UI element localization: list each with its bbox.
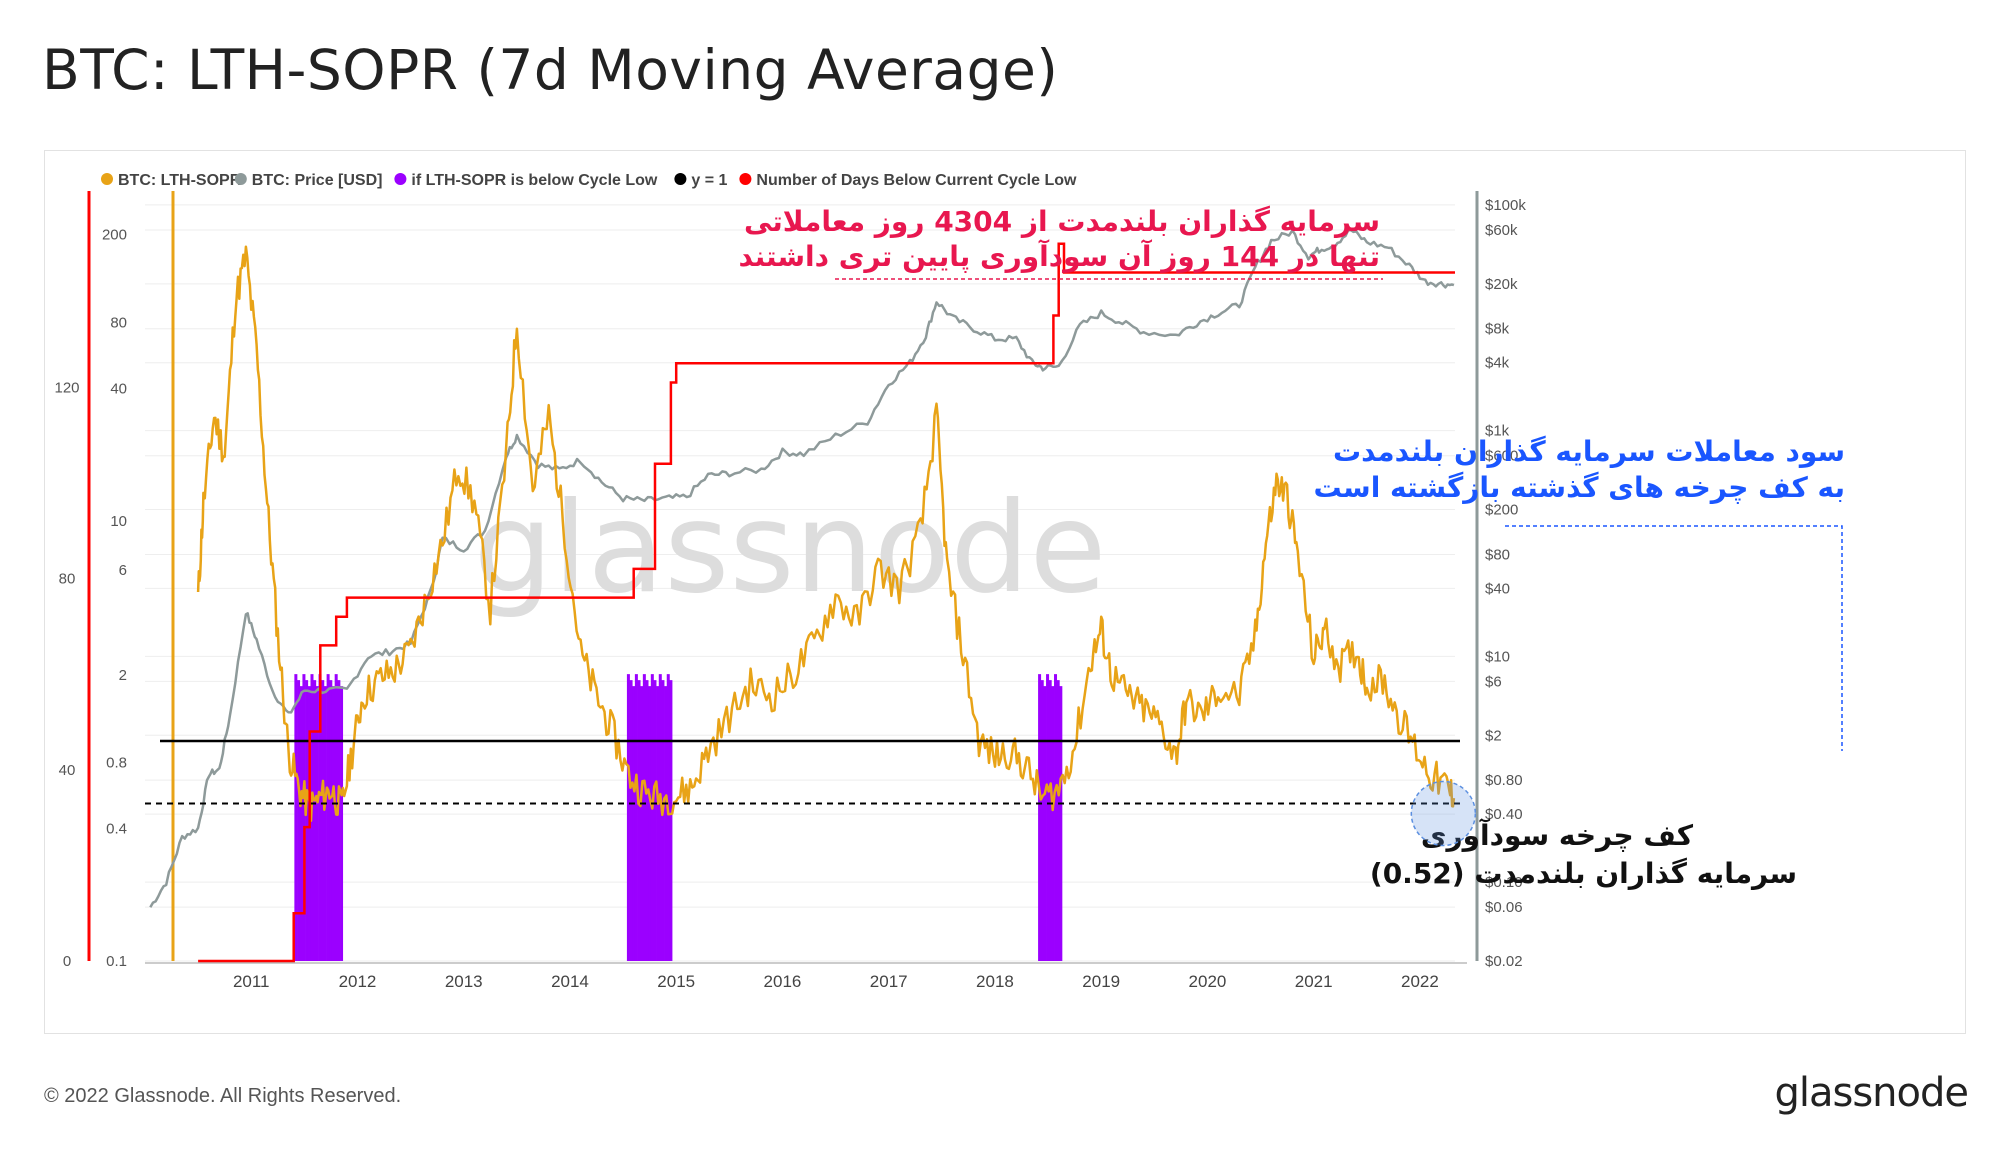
sopr-tick-80: 80: [110, 314, 127, 331]
x-tick-2014: 2014: [551, 972, 589, 991]
sopr-tick-10: 10: [110, 513, 127, 530]
sopr-tick-0.1: 0.1: [106, 953, 127, 970]
annotation-top-line1: سرمایه گذاران بلندمدت از 4304 روز معاملا…: [744, 205, 1380, 238]
x-tick-2015: 2015: [657, 972, 695, 991]
sopr-tick-2: 2: [119, 667, 127, 684]
price-tick-$4k: $4k: [1485, 355, 1510, 372]
reference-lines: [145, 739, 1460, 805]
price-tick-$600: $600: [1485, 448, 1518, 465]
price-tick-$0.10: $0.10: [1485, 874, 1523, 891]
price-tick-$20k: $20k: [1485, 276, 1518, 293]
legend-label-2: if LTH-SOPR is below Cycle Low: [411, 172, 658, 189]
legend-label-1: BTC: Price [USD]: [252, 172, 383, 189]
sopr-line: [196, 245, 1456, 822]
annotation-right-line1: سود معاملات سرمایه گذاران بلندمدت: [1333, 435, 1845, 468]
legend-label-3: y = 1: [691, 172, 727, 189]
highlight-circle: [1410, 780, 1477, 847]
x-tick-2011: 2011: [233, 972, 270, 991]
legend-marker-2: [394, 173, 407, 185]
price-tick-$2: $2: [1485, 727, 1502, 744]
sopr-tick-0.4: 0.4: [106, 821, 127, 838]
sopr-tick-200: 200: [102, 227, 127, 244]
price-tick-$0.40: $0.40: [1485, 806, 1523, 823]
legend-marker-4: [739, 173, 752, 185]
chart-frame: BTC: LTH-SOPR BTC: Price [USD] if LTH-SOPR…: [44, 150, 1966, 1034]
chart-svg[interactable]: BTC: LTH-SOPR BTC: Price [USD] if LTH-SOPR…: [45, 151, 1967, 1035]
watermark-logo: glassnode: [474, 476, 1107, 621]
x-tick-2020: 2020: [1189, 972, 1227, 991]
days-tick-0: 0: [63, 953, 71, 970]
price-tick-$40: $40: [1485, 580, 1510, 597]
x-tick-2016: 2016: [764, 972, 802, 991]
price-tick-$6: $6: [1485, 673, 1502, 690]
price-tick-$0.80: $0.80: [1485, 772, 1523, 789]
x-tick-2021: 2021: [1295, 972, 1333, 991]
right-annotation-guide: [1505, 525, 1843, 751]
sopr-series: [196, 245, 1456, 822]
x-tick-2019: 2019: [1082, 972, 1120, 991]
footer-copyright: © 2022 Glassnode. All Rights Reserved.: [44, 1085, 402, 1107]
price-line: [149, 228, 1455, 908]
days-tick-80: 80: [59, 571, 76, 588]
x-tick-2022: 2022: [1401, 972, 1439, 991]
x-tick-2017: 2017: [870, 972, 908, 991]
legend-marker-0: [101, 173, 113, 185]
x-tick-2012: 2012: [339, 972, 377, 991]
sopr-tick-6: 6: [119, 562, 127, 579]
legend-label-0: BTC: LTH-SOPR: [118, 172, 242, 189]
legend-marker-3: [674, 173, 687, 185]
page-title: BTC: LTH-SOPR (7d Moving Average): [42, 38, 1059, 102]
x-tick-2013: 2013: [445, 972, 483, 991]
price-tick-$100k: $100k: [1485, 197, 1526, 214]
annotations: سرمایه گذاران بلندمدت از 4304 روز معاملا…: [738, 205, 1845, 890]
days-series: [198, 242, 1455, 963]
tick-labels: 2011 2012 2013 2014 2015 2016 2017 2018 2019 2020…: [54, 197, 1526, 991]
days-below-line: [198, 242, 1455, 963]
price-tick-$200: $200: [1485, 502, 1518, 519]
annotation-top-line2: تنها در 144 روز آن سودآوری پایین تری داش…: [738, 239, 1380, 273]
legend-marker-1: [234, 173, 247, 185]
x-tick-2018: 2018: [976, 972, 1014, 991]
axis-decor: [87, 191, 1479, 964]
price-tick-$60k: $60k: [1485, 222, 1518, 239]
price-tick-$10: $10: [1485, 648, 1510, 665]
annotation-bottom-line2: سرمایه گذاران بلندمدت (0.52): [1370, 857, 1797, 890]
price-tick-$8k: $8k: [1485, 321, 1510, 338]
price-tick-$1k: $1k: [1485, 423, 1510, 440]
price-tick-$0.02: $0.02: [1485, 953, 1523, 970]
footer-logo[interactable]: glassnode: [1774, 1070, 1969, 1116]
sopr-tick-0.8: 0.8: [106, 754, 127, 771]
annotation-right-line2: به کف چرخه های گذشته بازگشته است: [1314, 471, 1845, 504]
sopr-tick-40: 40: [110, 381, 127, 398]
price-tick-$0.06: $0.06: [1485, 899, 1523, 916]
days-tick-40: 40: [59, 762, 76, 779]
price-tick-$80: $80: [1485, 546, 1510, 563]
legend-label-4: Number of Days Below Current Cycle Low: [756, 172, 1077, 189]
legend[interactable]: BTC: LTH-SOPR BTC: Price [USD] if LTH-SOPR…: [101, 172, 1077, 189]
purple-bars: [294, 674, 1063, 961]
price-series: [149, 228, 1455, 908]
days-tick-120: 120: [54, 379, 79, 396]
